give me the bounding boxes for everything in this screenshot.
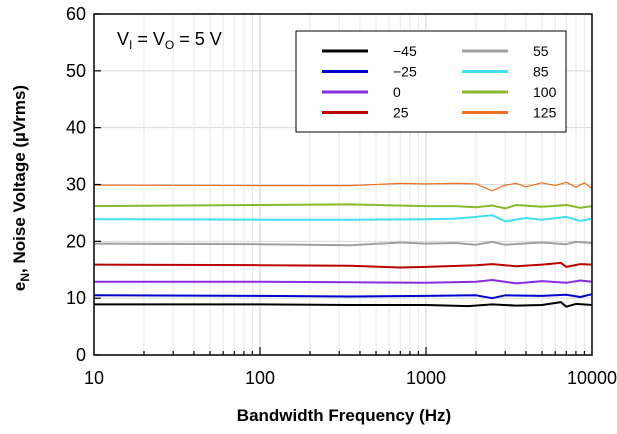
x-tick-label: 10000: [567, 368, 617, 388]
series-line-7: [93, 181, 593, 192]
legend-label-3: 25: [393, 105, 409, 121]
condition-annotation: VI = VO = 5 V: [117, 29, 222, 52]
series-line-3: [93, 261, 593, 269]
series-line-5: [93, 214, 593, 223]
series-layer: [93, 181, 593, 308]
legend-label-1: −25: [393, 64, 417, 80]
legend-label-7: 125: [533, 105, 557, 121]
legend-label-6: 100: [533, 84, 557, 100]
legend-label-5: 85: [533, 64, 549, 80]
legend-box: [295, 30, 567, 133]
y-tick-label: 10: [66, 288, 86, 308]
annot-sub-o: O: [165, 38, 174, 52]
annot-eq: = V: [132, 29, 165, 49]
y-axis-title-main: e: [10, 282, 29, 291]
y-tick-label: 30: [66, 175, 86, 195]
series-line-2: [94, 279, 593, 285]
y-tick-label: 0: [76, 345, 86, 365]
y-tick-label: 60: [66, 4, 86, 24]
series-line-1: [93, 293, 593, 300]
y-tick-label: 20: [66, 231, 86, 251]
annot-end: = 5 V: [174, 29, 222, 49]
legend: −45 −25 0 25 55 85 100 125: [295, 30, 567, 133]
x-axis-title: Bandwidth Frequency (Hz): [237, 406, 451, 425]
legend-label-0: −45: [393, 43, 417, 59]
annot-sub-i: I: [129, 38, 132, 52]
series-line-4: [93, 240, 593, 247]
legend-label-4: 55: [533, 43, 549, 59]
x-tick-label: 100: [245, 368, 275, 388]
series-line-0: [94, 301, 593, 308]
y-tick-label: 50: [66, 61, 86, 81]
legend-label-2: 0: [393, 84, 401, 100]
y-axis-title-sub: N: [18, 273, 32, 282]
x-tick-label: 10: [84, 368, 104, 388]
series-line-6: [93, 203, 593, 210]
y-axis-title-rest: , Noise Voltage (µVrms): [10, 85, 29, 273]
y-tick-label: 40: [66, 118, 86, 138]
legend-items: −45 −25 0 25 55 85 100 125: [322, 43, 557, 121]
x-tick-label: 1000: [406, 368, 446, 388]
y-axis-title: eN, Noise Voltage (µVrms): [10, 85, 32, 291]
annot-v: V: [117, 29, 129, 49]
